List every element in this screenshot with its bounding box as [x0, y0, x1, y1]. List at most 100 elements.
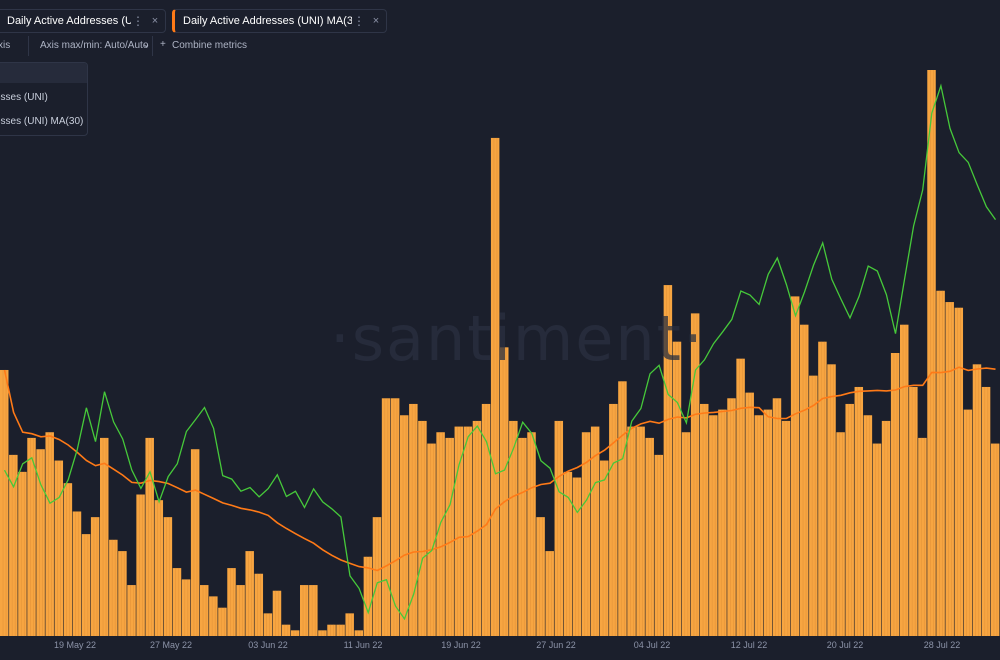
bar	[972, 364, 982, 636]
bar	[609, 403, 618, 636]
bar	[400, 415, 409, 636]
bar	[545, 551, 554, 636]
bar	[918, 437, 927, 636]
bar	[27, 437, 36, 636]
more-menu-icon[interactable]: ⋮	[353, 14, 365, 28]
combine-metrics-button[interactable]: Combine metrics	[172, 40, 248, 51]
tab-daily-active-addresses[interactable]: Daily Active Addresses (UNI) ⋮ ×	[0, 9, 166, 33]
bar	[145, 437, 154, 636]
bar	[672, 341, 682, 636]
bar	[518, 437, 527, 636]
bar	[54, 460, 64, 636]
x-tick-label: 20 Jul 22	[827, 640, 864, 650]
bar	[81, 534, 91, 636]
more-menu-icon[interactable]: ⋮	[132, 14, 144, 28]
bar	[445, 437, 454, 636]
bar	[327, 624, 336, 636]
bar	[263, 613, 273, 636]
close-icon[interactable]: ×	[372, 15, 380, 27]
bar	[563, 471, 573, 636]
tab-label: Daily Active Addresses (UNI)	[7, 15, 131, 27]
axis-maxmin-dropdown[interactable]: Axis max/min: Auto/Auto	[40, 40, 149, 51]
bar	[736, 358, 745, 636]
legend-item-daily-active-addresses[interactable]: esses (UNI)	[0, 92, 48, 103]
bar	[963, 409, 973, 636]
bar	[754, 415, 764, 636]
plus-icon[interactable]: +	[160, 39, 166, 50]
bar	[236, 585, 245, 636]
bar	[118, 551, 127, 636]
bar	[490, 137, 500, 637]
bar	[336, 624, 345, 636]
bar	[618, 381, 627, 636]
close-icon[interactable]: ×	[151, 15, 159, 27]
bar	[790, 296, 800, 636]
bar	[572, 477, 582, 636]
bar	[9, 454, 18, 636]
x-axis: 19 May 22 27 May 22 03 Jun 22 11 Jun 22 19 J…	[54, 640, 960, 650]
bar	[781, 420, 791, 636]
x-tick-label: 12 Jul 22	[731, 640, 768, 650]
x-tick-label: 04 Jul 22	[634, 640, 671, 650]
bar	[281, 624, 291, 636]
bar	[700, 403, 709, 636]
bar	[827, 364, 836, 636]
bar	[200, 585, 209, 636]
x-tick-label: 27 May 22	[150, 640, 192, 650]
bar	[390, 398, 400, 636]
tab-daily-active-addresses-ma30[interactable]: Daily Active Addresses (UNI) MA(30) ⋮ ×	[172, 9, 387, 33]
bar	[836, 432, 845, 636]
bar	[181, 579, 191, 636]
bar	[772, 398, 782, 636]
bar	[663, 285, 673, 636]
bar	[927, 70, 936, 636]
bar	[427, 443, 436, 636]
bar	[809, 375, 818, 636]
bar	[472, 420, 482, 636]
bar	[500, 347, 509, 636]
bar	[436, 432, 445, 636]
x-tick-label: 19 Jun 22	[441, 640, 481, 650]
bar	[890, 353, 900, 636]
bar	[654, 454, 664, 636]
legend-item-ma30[interactable]: esses (UNI) MA(30)	[0, 116, 84, 127]
bar	[872, 443, 882, 636]
bar	[109, 539, 118, 636]
chevron-down-icon[interactable]: ⌄	[142, 39, 151, 50]
bar	[709, 415, 718, 636]
daily-active-addresses-bars	[0, 70, 1000, 637]
bar	[418, 420, 427, 636]
bar	[936, 290, 945, 636]
bar	[209, 596, 218, 636]
ma30-line	[3, 366, 996, 572]
bar	[745, 392, 754, 636]
bar	[481, 403, 491, 636]
bar	[254, 573, 264, 636]
bar	[18, 471, 27, 636]
bar	[63, 483, 73, 636]
bar	[218, 607, 227, 636]
axis-toggle[interactable]: xis	[0, 40, 11, 51]
bar	[454, 426, 464, 636]
toolbar-divider	[152, 36, 153, 56]
x-tick-label: 19 May 22	[54, 640, 96, 650]
bar	[863, 415, 873, 636]
bar	[227, 568, 236, 636]
bar	[881, 420, 891, 636]
bar	[509, 420, 518, 636]
bar	[136, 494, 145, 636]
toolbar-divider	[28, 36, 29, 56]
bar	[854, 386, 864, 636]
bar	[945, 302, 954, 636]
bar	[409, 403, 418, 636]
bar	[463, 426, 473, 636]
bar	[0, 369, 9, 636]
bar	[154, 500, 164, 636]
bar	[627, 426, 636, 636]
bar	[36, 449, 45, 636]
bar	[90, 517, 100, 636]
bar	[190, 449, 200, 636]
bar	[690, 313, 700, 636]
bar	[290, 630, 300, 636]
